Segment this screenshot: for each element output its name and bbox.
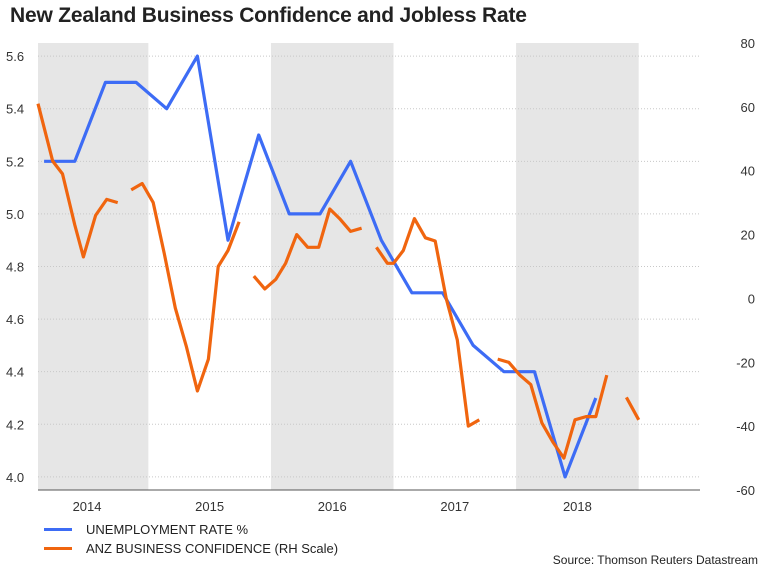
- right-tick-label-0: -60: [736, 483, 755, 498]
- right-tick-label-6: 60: [741, 100, 755, 115]
- legend-item-unemployment: UNEMPLOYMENT RATE %: [44, 521, 248, 537]
- gridlines: [38, 55, 700, 478]
- series-0-segment-0: [44, 54, 598, 479]
- series-1-segment-2: [252, 207, 363, 291]
- left-tick-label-6: 5.2: [6, 154, 24, 169]
- right-tick-label-3: 0: [748, 291, 755, 306]
- series-lines: [36, 54, 641, 479]
- x-tick-label-3: 2017: [440, 499, 469, 514]
- series-1-segment-4: [497, 357, 609, 460]
- legend-item-business-confidence: ANZ BUSINESS CONFIDENCE (RH Scale): [44, 540, 338, 556]
- left-tick-label-3: 4.6: [6, 312, 24, 327]
- legend-swatch-business-confidence: [44, 546, 72, 550]
- left-tick-label-8: 5.6: [6, 49, 24, 64]
- legend-label-business-confidence: ANZ BUSINESS CONFIDENCE (RH Scale): [86, 540, 339, 556]
- right-tick-label-5: 40: [741, 164, 755, 179]
- left-tick-label-7: 5.4: [6, 102, 24, 117]
- series-1-segment-1: [130, 181, 241, 393]
- source-note: Source: Thomson Reuters Datastream: [552, 553, 758, 567]
- left-axis-ticks: 4.0 4.2 4.4 4.6 4.8 5.0 5.2 5.4 5.6: [6, 49, 24, 485]
- series-1-segment-5: [624, 396, 641, 421]
- right-tick-label-4: 20: [741, 228, 755, 243]
- x-tick-label-0: 2014: [73, 499, 102, 514]
- series-1-segment-0: [36, 103, 119, 259]
- x-tick-label-1: 2015: [195, 499, 224, 514]
- x-tick-label-2: 2016: [318, 499, 347, 514]
- right-tick-label-7: 80: [741, 36, 755, 51]
- legend-swatch-unemployment: [44, 527, 72, 531]
- x-tick-label-4: 2018: [563, 499, 592, 514]
- left-tick-label-5: 5.0: [6, 207, 24, 222]
- chart-title: New Zealand Business Confidence and Jobl…: [10, 4, 527, 27]
- x-axis-ticks: 2014 2015 2016 2017 2018: [73, 499, 592, 514]
- right-tick-label-1: -40: [736, 419, 755, 434]
- right-axis-ticks: -60 -40 -20 0 20 40 60 80: [736, 36, 755, 498]
- left-tick-label-2: 4.4: [6, 365, 24, 380]
- right-tick-label-2: -20: [736, 355, 755, 370]
- series-1-segment-3: [375, 217, 481, 428]
- left-tick-label-1: 4.2: [6, 417, 24, 432]
- left-tick-label-0: 4.0: [6, 470, 24, 485]
- legend-label-unemployment: UNEMPLOYMENT RATE %: [86, 521, 249, 537]
- left-tick-label-4: 4.8: [6, 260, 24, 275]
